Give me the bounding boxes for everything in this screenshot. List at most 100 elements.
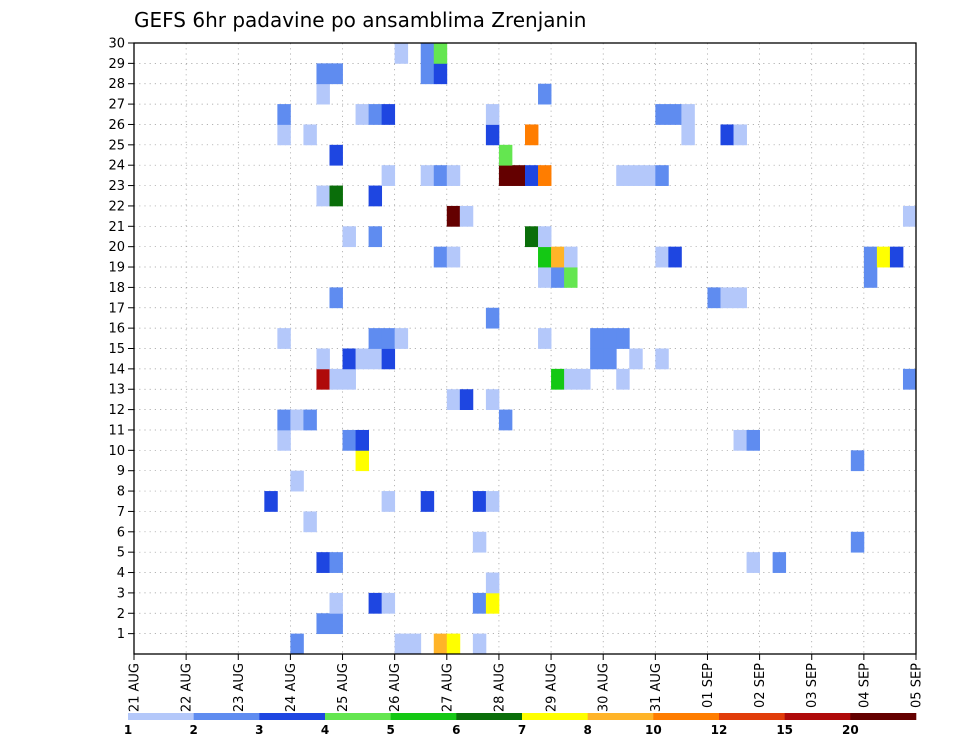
- data-cell: [889, 246, 904, 268]
- data-cell: [381, 348, 396, 370]
- data-cell: [603, 328, 617, 349]
- x-tick-label: 25 AUG: [336, 663, 351, 712]
- data-cell: [525, 226, 539, 248]
- data-cell: [329, 592, 343, 614]
- legend-label: 15: [776, 723, 793, 737]
- y-tick-label: 18: [108, 281, 125, 296]
- data-cell: [303, 409, 317, 431]
- legend-swatch: [259, 713, 326, 720]
- data-cell: [420, 165, 435, 186]
- x-tick-label: 24 AUG: [284, 663, 299, 712]
- data-cell: [446, 246, 461, 268]
- data-cell: [603, 348, 617, 370]
- x-tick-label: 26 AUG: [388, 663, 403, 712]
- data-cell: [316, 613, 330, 635]
- data-cell: [368, 328, 383, 349]
- x-tick-label: 22 AUG: [180, 663, 195, 712]
- data-cell: [472, 633, 487, 655]
- x-tick-label: 28 AUG: [492, 663, 507, 712]
- data-cell: [902, 368, 917, 390]
- data-cell: [329, 368, 343, 390]
- data-cell: [772, 552, 787, 573]
- data-cell: [525, 165, 539, 186]
- data-cell: [433, 165, 448, 186]
- legend-label: 7: [518, 723, 526, 737]
- y-tick-label: 11: [108, 423, 125, 438]
- data-cell: [485, 124, 500, 146]
- y-tick-label: 8: [117, 485, 125, 500]
- data-cell: [446, 633, 461, 655]
- y-tick-label: 23: [108, 179, 125, 194]
- data-cell: [342, 368, 356, 390]
- data-cell: [616, 368, 630, 390]
- data-cell: [329, 144, 343, 166]
- data-cell: [564, 368, 578, 390]
- data-cell: [277, 409, 291, 431]
- data-cell: [485, 307, 500, 329]
- legend-swatch: [325, 713, 391, 720]
- x-tick-label: 23 AUG: [232, 663, 247, 712]
- data-cell: [277, 429, 291, 451]
- data-cell: [902, 205, 917, 227]
- legend-swatch: [128, 713, 194, 720]
- legend-label: 6: [452, 723, 460, 737]
- y-tick-label: 7: [117, 505, 125, 520]
- data-cell: [511, 165, 526, 186]
- data-cell: [420, 63, 435, 85]
- data-cell: [355, 104, 369, 125]
- data-cell: [551, 246, 565, 268]
- data-cell: [446, 205, 461, 227]
- y-axis: 1234567891011121314151617181920212223242…: [108, 37, 134, 642]
- data-cell: [433, 63, 448, 85]
- data-cell: [329, 613, 343, 635]
- data-cell: [342, 348, 356, 370]
- data-cell: [290, 470, 304, 492]
- y-tick-label: 30: [108, 37, 125, 52]
- data-cell: [720, 287, 734, 309]
- data-cell: [590, 348, 604, 370]
- data-cell: [368, 226, 383, 248]
- y-tick-label: 10: [108, 444, 125, 459]
- data-cell: [655, 165, 669, 186]
- x-tick-label: 02 SEP: [753, 663, 768, 708]
- data-cell: [394, 328, 409, 349]
- legend-swatch: [522, 713, 588, 720]
- data-cell: [720, 124, 734, 146]
- y-tick-label: 25: [108, 138, 125, 153]
- data-cell: [316, 348, 330, 370]
- data-cell: [485, 491, 500, 512]
- legend-swatch: [784, 713, 851, 720]
- y-tick-label: 29: [108, 57, 125, 72]
- y-tick-label: 24: [108, 159, 125, 174]
- data-cell: [472, 592, 487, 614]
- y-tick-label: 3: [117, 586, 125, 601]
- data-cell: [355, 348, 369, 370]
- data-cell: [538, 246, 552, 268]
- y-tick-label: 12: [108, 403, 125, 418]
- color-legend: 1 2 3 4 5 6 7 8 10 12 15 20: [124, 713, 917, 737]
- data-cell: [368, 104, 383, 125]
- data-cell: [538, 165, 552, 186]
- legend-swatch: [850, 713, 917, 720]
- data-cell: [342, 429, 356, 451]
- y-tick-label: 20: [108, 240, 125, 255]
- data-cell: [863, 246, 878, 268]
- y-tick-label: 4: [117, 566, 125, 581]
- data-cell: [538, 83, 552, 105]
- data-cell: [407, 633, 422, 655]
- legend-label: 3: [255, 723, 263, 737]
- data-cell: [472, 531, 487, 553]
- data-cell: [433, 633, 448, 655]
- data-cell: [850, 531, 865, 553]
- data-cell: [616, 165, 630, 186]
- data-cell: [420, 491, 435, 512]
- data-cell: [616, 328, 630, 349]
- x-tick-label: 29 AUG: [545, 663, 560, 712]
- data-cell: [564, 246, 578, 268]
- x-tick-label: 04 SEP: [857, 663, 872, 708]
- data-cell: [655, 246, 669, 268]
- data-cell: [381, 165, 396, 186]
- data-cell: [564, 267, 578, 288]
- data-cell: [485, 389, 500, 410]
- data-cell: [551, 267, 565, 288]
